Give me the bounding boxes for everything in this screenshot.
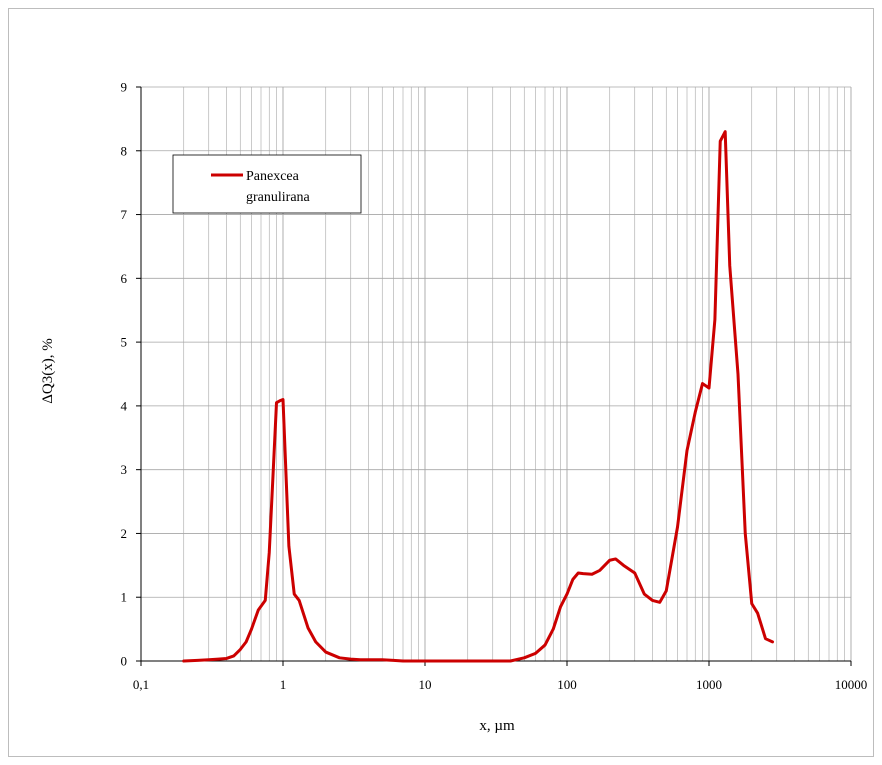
data-point	[367, 658, 370, 661]
data-point	[622, 564, 625, 567]
data-point	[207, 658, 210, 661]
data-point	[694, 411, 697, 414]
data-point	[491, 660, 494, 662]
data-point	[293, 593, 296, 595]
data-point	[719, 140, 722, 143]
data-point	[651, 599, 654, 602]
y-tick-label: 8	[121, 143, 128, 158]
legend: Panexcea granulirana	[172, 154, 362, 214]
data-point	[708, 387, 710, 389]
data-point	[764, 637, 767, 640]
data-point	[217, 658, 220, 660]
data-point	[728, 264, 731, 267]
x-tick-label: 10000	[835, 677, 868, 692]
data-point	[449, 660, 451, 662]
data-point	[272, 475, 274, 477]
legend-box	[172, 154, 362, 214]
data-point	[686, 449, 688, 452]
data-point	[608, 559, 611, 562]
data-point	[559, 605, 562, 608]
data-point	[182, 660, 185, 662]
data-point	[338, 657, 341, 659]
data-point	[275, 401, 278, 404]
y-tick-label: 2	[121, 526, 128, 541]
data-point	[701, 382, 704, 385]
y-tick-label: 4	[121, 398, 128, 413]
y-tick-label: 5	[121, 335, 128, 350]
data-point	[544, 644, 546, 646]
data-point	[268, 551, 271, 554]
data-point	[724, 130, 726, 133]
data-point	[598, 569, 601, 572]
data-point	[250, 628, 253, 630]
data-point	[264, 599, 267, 602]
data-point	[756, 612, 759, 614]
data-point	[643, 593, 646, 595]
data-point	[744, 532, 747, 535]
data-point	[714, 318, 716, 321]
data-point	[577, 572, 580, 574]
data-point	[633, 572, 636, 574]
data-point	[279, 399, 281, 402]
data-point	[676, 526, 679, 528]
x-tick-label: 10	[419, 677, 432, 692]
data-point	[392, 659, 395, 662]
data-point	[771, 641, 774, 643]
data-point	[282, 398, 284, 401]
x-tick-label: 1000	[696, 677, 722, 692]
data-point	[424, 660, 426, 662]
y-tick-label: 0	[121, 654, 128, 669]
data-point	[324, 651, 327, 653]
series-points	[182, 130, 774, 662]
y-tick-label: 9	[121, 80, 128, 95]
legend-label-line2: granulirana	[246, 190, 311, 205]
data-point	[196, 659, 199, 662]
data-point	[257, 609, 260, 611]
data-point	[349, 658, 352, 660]
data-point	[534, 652, 537, 655]
data-point	[225, 657, 228, 660]
x-tick-label: 100	[557, 677, 577, 692]
x-tick-label: 1	[280, 677, 287, 692]
data-point	[552, 628, 555, 630]
data-point	[737, 373, 739, 375]
data-point	[658, 601, 661, 604]
data-point	[402, 660, 404, 662]
data-point	[298, 599, 300, 602]
data-point	[509, 660, 512, 662]
data-point	[466, 660, 469, 662]
data-point	[750, 602, 753, 605]
legend-label-line1: Panexcea	[246, 169, 300, 184]
data-point	[410, 660, 413, 662]
x-axis-title: x, µm	[479, 718, 515, 734]
data-point	[232, 655, 235, 657]
x-tick-label: 0,1	[133, 677, 149, 692]
y-axis-title: ΔQ3(x), %	[40, 338, 56, 403]
y-tick-label: 6	[121, 271, 128, 286]
data-point	[239, 648, 242, 651]
y-tick-label: 3	[121, 462, 128, 477]
data-point	[582, 572, 584, 575]
y-tick-label: 7	[121, 207, 128, 222]
data-point	[314, 641, 317, 643]
data-point	[572, 578, 574, 581]
tick-labels: 0 1 2 3 4 5 6 7 8 9 0,1 1 10 100 1000 10000	[121, 80, 868, 693]
data-point	[566, 593, 568, 595]
data-point	[614, 558, 617, 560]
data-point	[591, 573, 593, 576]
data-point	[245, 641, 247, 643]
data-point	[307, 627, 309, 629]
data-point	[288, 545, 290, 547]
y-tick-label: 1	[121, 590, 128, 605]
data-point	[359, 658, 362, 661]
data-point	[381, 658, 384, 661]
data-point	[665, 590, 668, 592]
chart-frame	[8, 8, 874, 757]
data-point	[523, 657, 526, 659]
